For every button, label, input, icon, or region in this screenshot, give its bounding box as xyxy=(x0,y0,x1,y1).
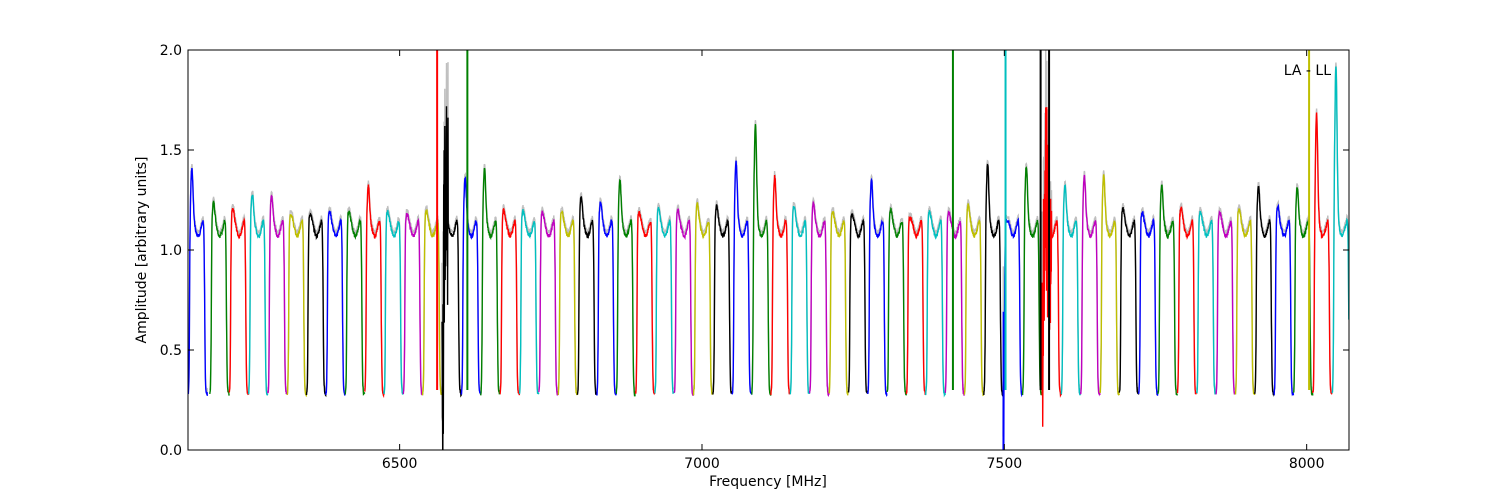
rfi-spikes xyxy=(436,50,1311,390)
plot-frame xyxy=(187,49,1350,451)
channel-line xyxy=(1157,184,1178,396)
channel-line xyxy=(305,212,327,398)
channel-line xyxy=(692,201,714,396)
channel-line xyxy=(1021,166,1043,396)
channel-line xyxy=(983,163,1004,398)
channel-line xyxy=(188,168,208,396)
channel-line xyxy=(751,124,772,396)
channel-line xyxy=(538,210,559,396)
channel-line xyxy=(480,167,501,396)
channel-line xyxy=(1331,66,1349,394)
channel-line xyxy=(1041,107,1062,427)
channel-line xyxy=(1079,174,1101,397)
channel-line xyxy=(441,106,462,450)
y-axis-label: Amplitude [arbitrary units] xyxy=(134,157,150,344)
channel-line xyxy=(944,210,965,396)
channel-line xyxy=(654,206,675,395)
channel-line xyxy=(209,200,230,396)
channel-line xyxy=(1099,174,1120,396)
channel-line xyxy=(344,210,366,396)
channel-line xyxy=(1137,211,1159,396)
channel-line xyxy=(363,184,385,399)
channel-line xyxy=(867,177,888,397)
channel-line xyxy=(789,206,811,395)
channel-line xyxy=(383,209,404,395)
channel-line xyxy=(673,207,695,396)
channel-line xyxy=(770,174,791,396)
channel-line xyxy=(886,207,908,396)
y-tick-label: 1.5 xyxy=(160,143,182,159)
x-tick-label: 7500 xyxy=(987,456,1023,472)
x-tick-label: 8000 xyxy=(1289,456,1325,472)
channel-line xyxy=(576,196,598,396)
channel-line xyxy=(247,194,269,396)
channel-line xyxy=(731,160,753,396)
channel-line xyxy=(596,201,617,396)
channel-line xyxy=(963,203,985,397)
channel-line xyxy=(1118,207,1140,395)
channel-line xyxy=(847,212,869,394)
channel-line xyxy=(1176,206,1198,396)
plot-area: 6500 7000 7500 8000 0.0 0.5 1.0 1.5 2.0 xyxy=(160,43,1350,472)
channel-series xyxy=(188,66,1349,450)
channel-line xyxy=(712,204,733,395)
y-tick-label: 0.5 xyxy=(160,343,182,359)
channel-line xyxy=(499,207,521,396)
channel-line xyxy=(925,209,946,398)
channel-line xyxy=(518,208,540,395)
channel-line xyxy=(402,212,424,396)
channel-line xyxy=(325,210,346,396)
channel-line xyxy=(808,200,830,398)
y-axis-ticks: 0.0 0.5 1.0 1.5 2.0 xyxy=(160,43,1349,459)
channel-line xyxy=(1254,185,1275,397)
x-axis-label: Frequency [MHz] xyxy=(709,474,827,490)
x-tick-label: 7000 xyxy=(684,456,720,472)
channel-line xyxy=(905,215,927,396)
channel-line xyxy=(1060,183,1082,396)
y-tick-label: 2.0 xyxy=(160,43,182,59)
channel-line xyxy=(286,214,308,398)
channel-line xyxy=(267,194,288,395)
channel-line xyxy=(421,209,443,396)
x-tick-label: 6500 xyxy=(382,456,418,472)
y-tick-label: 0.0 xyxy=(160,443,182,459)
channel-line xyxy=(1234,208,1256,396)
channel-line xyxy=(1195,210,1217,395)
channel-line xyxy=(615,178,636,397)
channel-line xyxy=(1215,209,1236,395)
baseline-annotation: LA - LL xyxy=(1284,63,1331,79)
channel-line xyxy=(557,209,579,396)
channel-line xyxy=(828,210,849,396)
channel-line xyxy=(228,208,250,396)
channel-line xyxy=(634,210,656,396)
channel-line xyxy=(1312,112,1333,395)
channel-line xyxy=(1273,203,1295,397)
channel-line xyxy=(460,175,482,395)
x-axis-ticks: 6500 7000 7500 8000 xyxy=(382,50,1325,472)
y-tick-label: 1.0 xyxy=(160,243,182,259)
